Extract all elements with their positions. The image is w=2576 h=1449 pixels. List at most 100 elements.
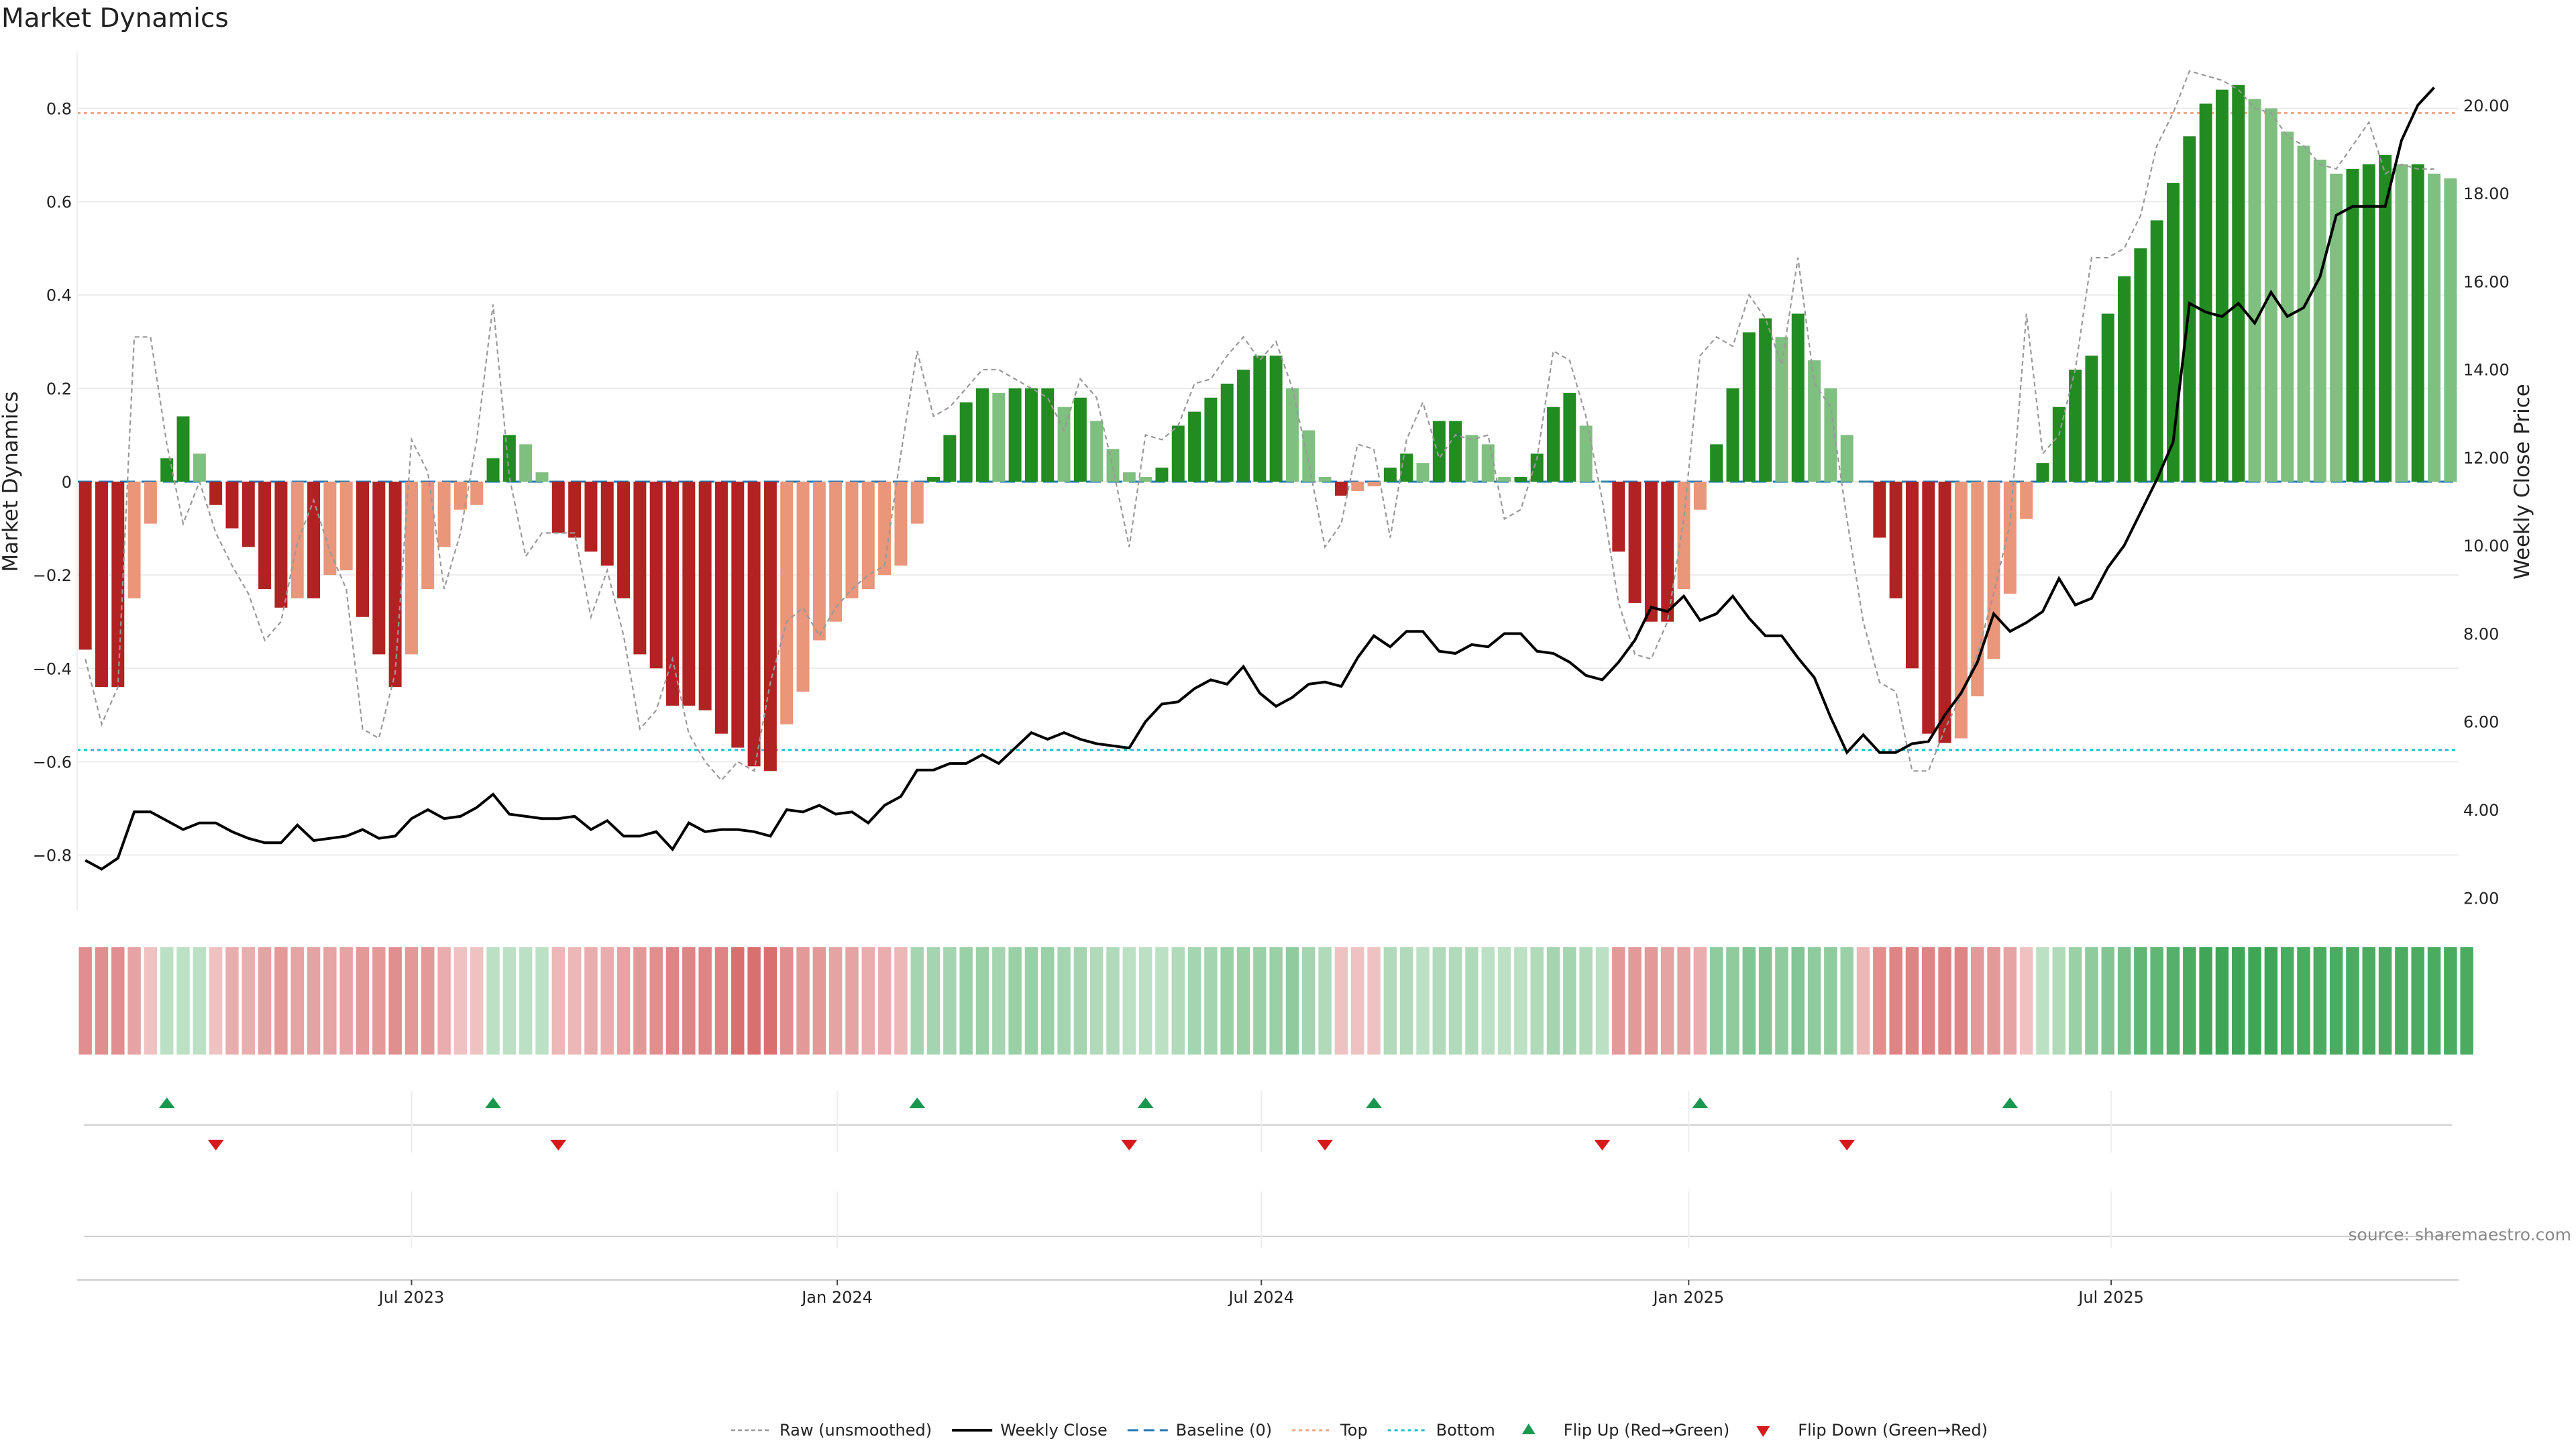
legend-label: Raw (unsmoothed)	[780, 1421, 932, 1440]
state-cell	[1807, 947, 1821, 1055]
market-dynamics-bar	[372, 482, 386, 655]
y-tick-right: 14.00	[2463, 361, 2510, 380]
market-dynamics-bar	[943, 435, 957, 482]
flip-up-marker	[1137, 1097, 1154, 1108]
market-dynamics-bar	[502, 435, 516, 482]
market-dynamics-bar	[1530, 453, 1544, 482]
market-dynamics-bar	[1481, 444, 1495, 482]
y-tick-right: 18.00	[2463, 184, 2510, 203]
level-lines	[77, 111, 2459, 751]
legend-item-raw: Raw (unsmoothed)	[731, 1421, 932, 1440]
flip-down-marker	[1121, 1140, 1138, 1150]
state-cell	[486, 947, 500, 1055]
market-dynamics-bar	[95, 482, 108, 688]
y-tick-right: 16.00	[2463, 272, 2510, 291]
state-cell	[470, 947, 484, 1055]
market-dynamics-bar	[2101, 313, 2114, 482]
state-cell	[405, 947, 419, 1055]
market-dynamics-bar	[2248, 99, 2261, 482]
legend-item-top: Top	[1292, 1421, 1368, 1440]
state-cell	[1089, 947, 1104, 1055]
state-cell	[2166, 947, 2180, 1055]
bar-series	[78, 85, 2457, 771]
state-cell	[453, 947, 468, 1055]
state-cell	[633, 947, 647, 1055]
market-dynamics-bar	[1285, 388, 1299, 482]
state-cell	[2248, 947, 2261, 1055]
flip-down-marker	[1594, 1140, 1611, 1150]
market-dynamics-bar	[1400, 453, 1413, 482]
market-dynamics-bar	[1188, 411, 1201, 482]
state-cell	[1563, 947, 1576, 1055]
state-cell	[144, 947, 158, 1055]
state-cell	[1660, 947, 1674, 1055]
market-dynamics-bar	[1073, 397, 1087, 482]
market-dynamics-bar	[209, 482, 223, 505]
market-dynamics-bar	[1742, 332, 1756, 482]
market-dynamics-bar	[2020, 482, 2033, 519]
market-dynamics-bar	[959, 402, 973, 482]
market-dynamics-bar	[649, 482, 663, 669]
market-dynamics-bar	[339, 482, 353, 571]
state-cell	[1742, 947, 1756, 1055]
market-dynamics-bar	[568, 482, 582, 538]
market-dynamics-bar	[274, 482, 288, 608]
market-dynamics-bar	[763, 482, 777, 771]
market-dynamics-bar	[1432, 421, 1446, 482]
state-cell	[502, 947, 517, 1055]
y-tick-right: 4.00	[2463, 801, 2499, 820]
legend-label: Flip Down (Green→Red)	[1798, 1421, 1988, 1440]
state-cell	[2460, 947, 2473, 1055]
market-dynamics-bar	[1090, 421, 1104, 482]
y-tick-right: 12.00	[2463, 449, 2510, 468]
state-cell	[209, 947, 223, 1055]
state-cell	[437, 947, 451, 1055]
state-cell	[339, 947, 353, 1055]
y-tick-left: 0.8	[46, 99, 72, 118]
state-cell	[2378, 947, 2392, 1055]
market-dynamics-bar	[666, 482, 679, 706]
state-cell	[1024, 947, 1038, 1055]
market-dynamics-bar	[290, 482, 304, 598]
state-cell	[616, 947, 631, 1055]
state-cell	[2329, 947, 2343, 1055]
market-dynamics-bar	[894, 482, 908, 566]
market-dynamics-bar	[2069, 370, 2082, 482]
state-cell	[2085, 947, 2098, 1055]
state-cell	[2444, 947, 2457, 1055]
state-cell	[1758, 947, 1772, 1055]
market-dynamics-bar	[421, 482, 435, 589]
x-tick-label: Jan 2024	[800, 1288, 873, 1307]
market-dynamics-bar	[1041, 388, 1055, 482]
market-dynamics-bar	[1808, 360, 1821, 482]
state-cell	[274, 947, 288, 1055]
x-axis-ticks: Jul 2023 Jan 2024 Jul 2024 Jan 2025 Jul 2025	[378, 1280, 2144, 1307]
state-cell	[1514, 947, 1527, 1055]
legend-item-close: Weekly Close	[952, 1421, 1108, 1440]
state-cell	[894, 947, 908, 1055]
market-dynamics-bar	[1008, 388, 1022, 482]
market-dynamics-bar	[1367, 482, 1381, 486]
state-cell	[421, 947, 435, 1055]
state-cell	[551, 947, 566, 1055]
state-cell	[959, 947, 973, 1055]
market-dynamics-bar	[1253, 356, 1267, 482]
legend-item-flip_down: Flip Down (Green→Red)	[1756, 1421, 1988, 1440]
state-cell	[2019, 947, 2033, 1055]
market-dynamics-bar	[127, 482, 141, 598]
axes: 0.8 0.6 0.4 0.2 0 −0.2 −0.4 −0.6 −0.8 20.00 18.00 1…	[33, 52, 2510, 911]
market-dynamics-bar	[2395, 164, 2408, 482]
market-dynamics-bar	[1775, 337, 1788, 482]
market-dynamics-bar	[2346, 168, 2359, 482]
market-dynamics-bar	[405, 482, 418, 655]
state-cell	[2313, 947, 2327, 1055]
state-cell	[1302, 947, 1316, 1055]
market-dynamics-bar	[992, 392, 1006, 482]
legend-label: Top	[1340, 1421, 1368, 1440]
y-tick-left: 0.2	[46, 380, 72, 398]
state-cell	[1269, 947, 1283, 1055]
state-cell	[1057, 947, 1071, 1055]
market-dynamics-bar	[551, 482, 565, 533]
state-cell	[2232, 947, 2245, 1055]
market-dynamics-bar	[2281, 131, 2294, 482]
